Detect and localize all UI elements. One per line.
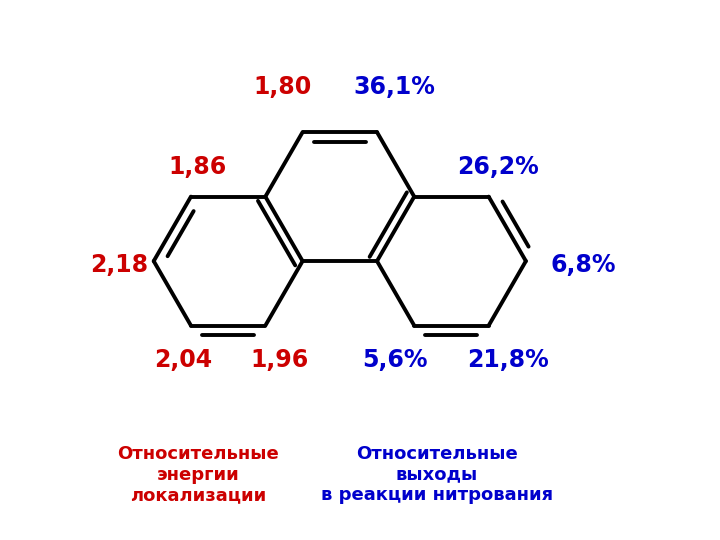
Text: 1,80: 1,80 <box>253 75 312 99</box>
Text: 21,8%: 21,8% <box>467 348 549 373</box>
Text: 36,1%: 36,1% <box>354 75 436 99</box>
Text: 1,96: 1,96 <box>250 348 308 373</box>
Text: 1,86: 1,86 <box>168 156 227 179</box>
Text: 2,04: 2,04 <box>154 348 212 373</box>
Text: Относительные
выходы
в реакции нитрования: Относительные выходы в реакции нитровани… <box>321 445 553 504</box>
Text: 26,2%: 26,2% <box>457 156 539 179</box>
Text: 2,18: 2,18 <box>91 253 149 276</box>
Text: 5,6%: 5,6% <box>362 348 427 373</box>
Text: 6,8%: 6,8% <box>551 253 616 276</box>
Text: Относительные
энергии
локализации: Относительные энергии локализации <box>117 445 279 504</box>
